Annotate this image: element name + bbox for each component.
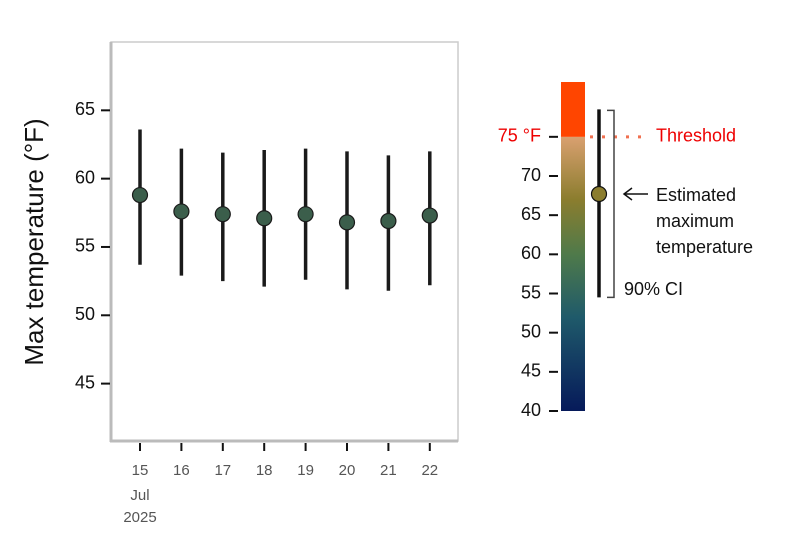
y-tick-label: 65 xyxy=(75,99,95,119)
legend-tick-label: 55 xyxy=(521,282,541,302)
x-tick-label: 22 xyxy=(421,462,438,479)
x-tick-label: 16 xyxy=(173,462,190,479)
x-tick-label: 19 xyxy=(297,462,314,479)
x-tick-label: 15 xyxy=(132,462,149,479)
legend-tick-label: 65 xyxy=(521,204,541,224)
y-tick-label: 55 xyxy=(75,236,95,256)
point xyxy=(214,206,231,223)
y-tick-label: 45 xyxy=(75,372,95,392)
point xyxy=(131,186,149,204)
point xyxy=(297,206,314,223)
ci-bracket xyxy=(607,109,615,299)
point xyxy=(173,203,190,220)
legend-tick-label: 60 xyxy=(521,243,541,263)
arrow xyxy=(622,187,648,201)
estimate-label: maximum xyxy=(656,211,734,231)
x-tick-sublabel: 2025 xyxy=(123,509,156,526)
legend-tick-label: 70 xyxy=(521,165,541,185)
estimate-label: Estimated xyxy=(656,185,736,205)
x-tick-sublabel: Jul xyxy=(130,487,149,504)
estimate-label: temperature xyxy=(656,237,753,257)
x-tick-label: 21 xyxy=(380,462,397,479)
y-axis-label: Max temperature (°F) xyxy=(19,118,49,365)
threshold-label: Threshold xyxy=(656,126,736,146)
legend-tick-label: 75 °F xyxy=(498,126,541,146)
y-tick-label: 60 xyxy=(75,167,95,187)
legend-tick-label: 40 xyxy=(521,400,541,420)
point xyxy=(421,207,438,224)
plot-frame xyxy=(110,41,459,442)
x-tick-label: 20 xyxy=(339,462,356,479)
legend-tick-label: 45 xyxy=(521,361,541,381)
colorbar-above-threshold xyxy=(561,82,585,137)
colorbar xyxy=(561,136,585,412)
point xyxy=(338,214,356,231)
point xyxy=(256,210,273,227)
x-tick-label: 17 xyxy=(214,462,231,479)
legend-tick-label: 50 xyxy=(521,321,541,341)
x-tick-label: 18 xyxy=(256,462,273,479)
point xyxy=(380,212,397,230)
ci-label: 90% CI xyxy=(624,279,683,299)
y-tick-label: 50 xyxy=(75,304,95,324)
example-point xyxy=(590,185,608,203)
